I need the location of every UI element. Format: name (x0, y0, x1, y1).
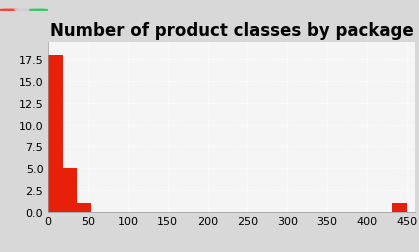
Circle shape (0, 10, 18, 11)
Title: Number of product classes by package: Number of product classes by package (49, 22, 414, 40)
Bar (62, 168, 77, 212)
Bar (77, 203, 91, 212)
Bar (393, 203, 407, 212)
Bar (48, 56, 62, 212)
Circle shape (29, 10, 48, 11)
Circle shape (15, 10, 33, 11)
